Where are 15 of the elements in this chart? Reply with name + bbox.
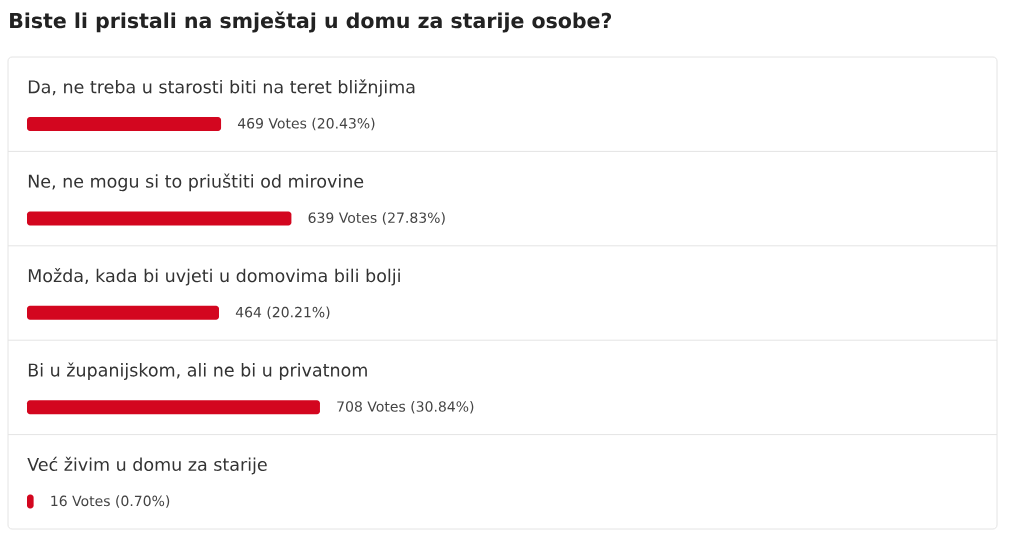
y-tick-label: Možda, kada bi uvjeti u domovima bili bolji (28, 267, 400, 286)
data-label: 469 Votes (20.43%) (237, 117, 375, 131)
data-label: 708 Votes (30.84%) (337, 400, 474, 414)
y-tick-label: Već živim u domu za starije (27, 456, 267, 475)
y-tick-label: Da, ne treba u starosti biti na teret bližnjima (28, 79, 415, 97)
chart-title: Biste li pristali na smještaj u domu za starije osobe? (10, 11, 612, 33)
data-label: 464 (20.21%) (235, 306, 330, 320)
bar (27, 305, 219, 320)
bar (27, 211, 292, 226)
data-label: 639 Votes (27.83%) (308, 212, 445, 225)
y-tick-label: Bi u županijskom, ali ne bi u privatnom (28, 362, 367, 381)
bar (27, 117, 222, 132)
data-label: 16 Votes (0.70%) (51, 495, 170, 508)
y-tick-label: Ne, ne mogu si to priuštiti od mirovine (28, 173, 364, 192)
bar (27, 400, 320, 415)
